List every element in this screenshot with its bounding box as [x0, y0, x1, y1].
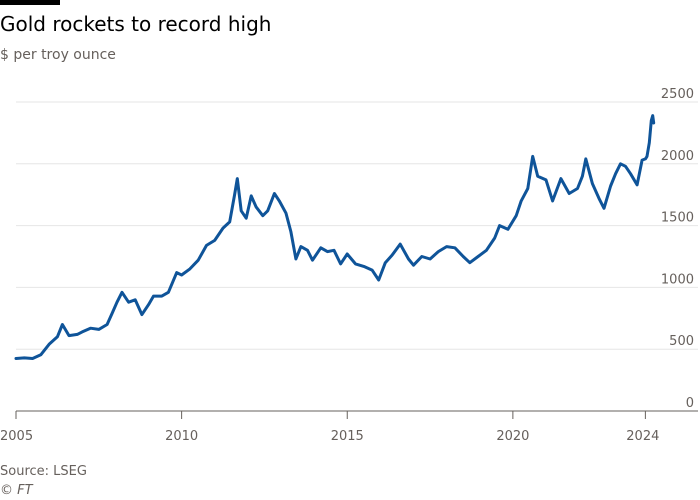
y-tick-label: 0 [686, 396, 694, 411]
chart-subtitle: $ per troy ounce [0, 47, 116, 63]
y-tick-label: 1500 [661, 211, 694, 226]
y-axis: 0 500 1000 1500 2000 2500 [661, 87, 694, 411]
gold-price-line [14, 114, 656, 360]
series-group [14, 114, 656, 360]
y-tick-label: 2000 [661, 149, 694, 164]
x-tick-label: 2020 [496, 429, 529, 444]
x-tick-label: 2024 [626, 429, 659, 444]
line-chart: 0 500 1000 1500 2000 2500 2005 2010 2015 2020 202… [0, 87, 698, 444]
y-tick-label: 1000 [661, 272, 694, 287]
x-axis: 2005 2010 2015 2020 2024 [0, 410, 698, 444]
copyright-note: © FT [0, 483, 33, 498]
x-tick-label: 2015 [331, 429, 364, 444]
x-tick-label: 2005 [0, 429, 33, 444]
brand-bar [0, 0, 60, 5]
chart-title: Gold rockets to record high [0, 12, 272, 36]
gridlines [16, 101, 698, 350]
y-tick-label: 2500 [661, 87, 694, 102]
x-tick-label: 2010 [165, 429, 198, 444]
y-tick-label: 500 [669, 334, 694, 349]
source-note: Source: LSEG [0, 464, 87, 479]
